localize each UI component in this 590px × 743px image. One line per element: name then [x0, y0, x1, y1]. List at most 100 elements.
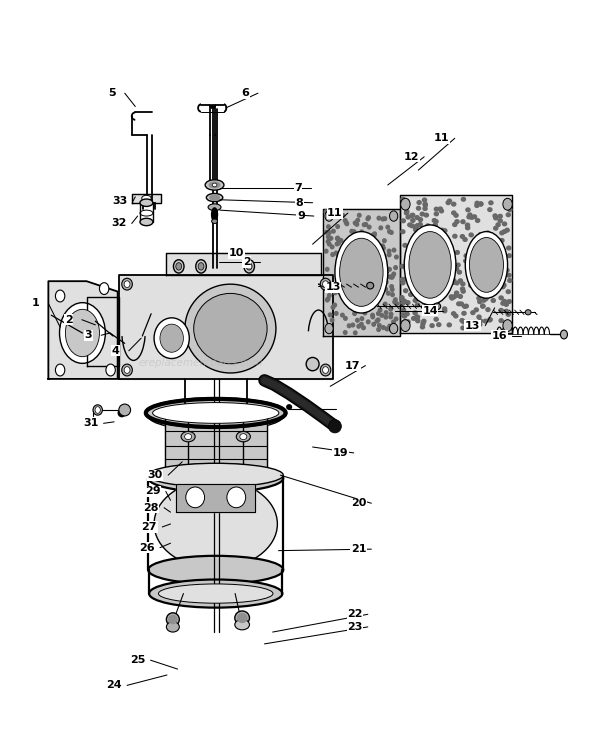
Ellipse shape	[124, 367, 130, 373]
Ellipse shape	[434, 317, 438, 321]
Ellipse shape	[343, 317, 347, 320]
Ellipse shape	[361, 247, 365, 250]
Ellipse shape	[235, 611, 250, 625]
Text: 22: 22	[347, 609, 363, 620]
Ellipse shape	[435, 269, 439, 273]
Polygon shape	[399, 195, 512, 333]
Ellipse shape	[377, 328, 381, 331]
Ellipse shape	[327, 211, 330, 215]
Ellipse shape	[434, 303, 441, 310]
Ellipse shape	[154, 479, 277, 568]
Polygon shape	[48, 281, 117, 379]
Ellipse shape	[454, 291, 458, 295]
Ellipse shape	[415, 315, 419, 319]
Ellipse shape	[457, 270, 461, 274]
Ellipse shape	[329, 288, 332, 291]
Polygon shape	[176, 484, 255, 512]
Ellipse shape	[473, 239, 477, 242]
Ellipse shape	[483, 267, 487, 270]
Ellipse shape	[460, 235, 464, 239]
Ellipse shape	[212, 208, 218, 221]
Ellipse shape	[384, 311, 388, 314]
Ellipse shape	[501, 267, 505, 271]
Ellipse shape	[394, 317, 398, 321]
Ellipse shape	[386, 291, 390, 295]
Ellipse shape	[385, 274, 388, 278]
Ellipse shape	[494, 283, 499, 287]
Text: 20: 20	[350, 499, 366, 508]
Ellipse shape	[337, 241, 340, 245]
Ellipse shape	[366, 217, 369, 221]
Ellipse shape	[366, 282, 373, 289]
Ellipse shape	[503, 222, 507, 226]
Ellipse shape	[148, 464, 283, 487]
Ellipse shape	[426, 270, 430, 274]
Ellipse shape	[415, 215, 419, 219]
Ellipse shape	[362, 293, 366, 296]
Ellipse shape	[338, 273, 342, 277]
Ellipse shape	[498, 219, 502, 223]
Ellipse shape	[413, 276, 417, 280]
Ellipse shape	[454, 267, 458, 270]
Ellipse shape	[393, 300, 396, 304]
Ellipse shape	[364, 223, 368, 227]
Ellipse shape	[502, 299, 506, 303]
Ellipse shape	[350, 230, 353, 233]
Ellipse shape	[65, 309, 100, 357]
Ellipse shape	[340, 262, 343, 265]
Ellipse shape	[401, 308, 405, 312]
Ellipse shape	[328, 313, 332, 317]
Text: 28: 28	[143, 503, 159, 513]
Ellipse shape	[389, 323, 398, 334]
Ellipse shape	[454, 213, 458, 217]
Text: 2: 2	[243, 257, 251, 267]
Ellipse shape	[383, 217, 386, 221]
Ellipse shape	[422, 319, 426, 323]
Ellipse shape	[194, 293, 267, 364]
Ellipse shape	[185, 434, 192, 440]
Ellipse shape	[353, 331, 357, 334]
Ellipse shape	[339, 276, 343, 280]
Ellipse shape	[417, 207, 421, 210]
Ellipse shape	[475, 204, 479, 207]
Ellipse shape	[244, 260, 254, 273]
Ellipse shape	[367, 243, 371, 247]
Ellipse shape	[373, 279, 377, 283]
Ellipse shape	[423, 204, 427, 207]
Ellipse shape	[496, 223, 500, 227]
Ellipse shape	[382, 279, 385, 283]
Ellipse shape	[453, 223, 457, 227]
Ellipse shape	[356, 237, 359, 241]
Ellipse shape	[375, 319, 379, 323]
Ellipse shape	[350, 273, 354, 277]
Ellipse shape	[369, 302, 372, 305]
Ellipse shape	[357, 325, 360, 328]
Ellipse shape	[431, 299, 435, 303]
Ellipse shape	[458, 279, 463, 282]
Ellipse shape	[395, 255, 398, 259]
Ellipse shape	[490, 275, 494, 279]
Ellipse shape	[100, 282, 109, 294]
Ellipse shape	[423, 202, 427, 206]
Ellipse shape	[423, 247, 427, 250]
Ellipse shape	[507, 299, 512, 303]
Ellipse shape	[415, 297, 419, 301]
Ellipse shape	[355, 243, 359, 247]
Ellipse shape	[477, 315, 481, 319]
Ellipse shape	[323, 367, 329, 373]
Ellipse shape	[169, 615, 177, 623]
Ellipse shape	[401, 313, 405, 317]
Text: 11: 11	[434, 133, 450, 143]
Ellipse shape	[384, 288, 388, 291]
Ellipse shape	[356, 288, 360, 292]
Ellipse shape	[325, 323, 333, 334]
Ellipse shape	[422, 267, 427, 270]
Ellipse shape	[421, 322, 425, 325]
Ellipse shape	[363, 276, 366, 279]
Ellipse shape	[345, 272, 349, 276]
Ellipse shape	[372, 244, 375, 248]
Ellipse shape	[503, 319, 512, 331]
Ellipse shape	[489, 201, 493, 204]
Ellipse shape	[430, 307, 434, 311]
Ellipse shape	[392, 272, 395, 276]
